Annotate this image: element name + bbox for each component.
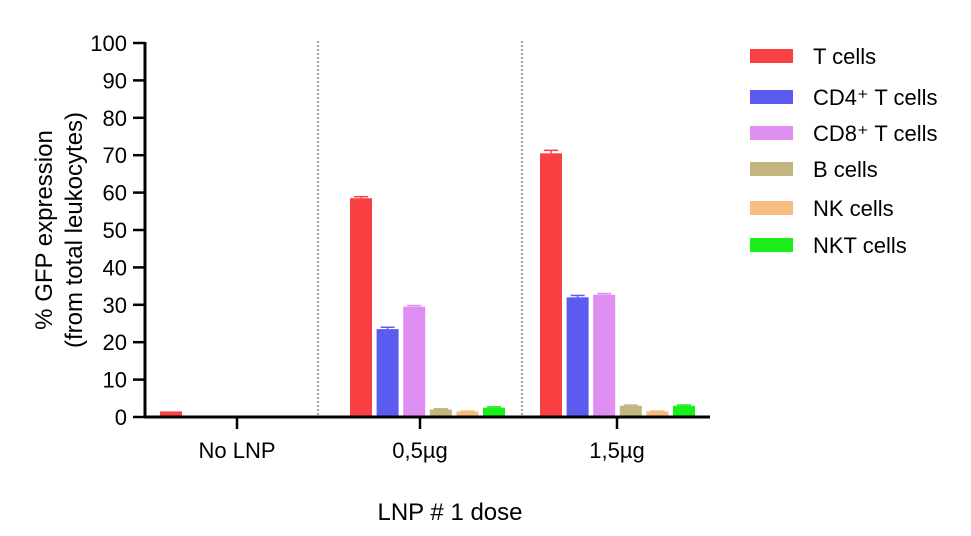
y-tick-label: 20 [103,330,127,355]
bar [593,294,616,417]
bar [403,306,426,417]
y-axis-subtitle: (from total leukocytes) [61,112,88,348]
bar [566,297,589,417]
legend: T cells CD4⁺ T cells CD8⁺ T cells B cells NK… [750,44,938,258]
legend-label: CD4⁺ T cells [813,85,938,110]
bars-layer [160,149,695,417]
legend-label: T cells [813,44,876,69]
y-axis-ticks: 0 10 20 30 40 50 60 70 80 90 100 [90,31,145,430]
legend-swatch [750,126,793,140]
x-axis-ticks: No LNP 0,5µg 1,5µg [198,417,645,463]
group-separators [317,41,523,417]
y-tick-label: 0 [115,405,127,430]
x-tick-label: 0,5µg [392,438,448,463]
y-tick-label: 90 [103,68,127,93]
bar [646,411,669,417]
legend-swatch [750,238,793,252]
y-tick-label: 40 [103,255,127,280]
bar [483,407,505,417]
bar [376,329,399,417]
bar [160,411,182,417]
y-tick-label: 70 [103,143,127,168]
y-axis-title: % GFP expression [31,130,58,330]
axes [143,42,710,419]
y-tick-label: 60 [103,181,127,206]
bar [540,153,562,417]
y-tick-label: 100 [90,31,127,56]
y-tick-label: 10 [103,368,127,393]
x-axis-title: LNP # 1 dose [378,499,523,526]
x-tick-label: 1,5µg [589,438,645,463]
legend-label: B cells [813,157,878,182]
bar [673,405,695,417]
y-tick-label: 80 [103,106,127,131]
y-tick-label: 50 [103,218,127,243]
legend-swatch [750,49,793,63]
legend-label: NKT cells [813,233,907,258]
legend-swatch [750,201,793,215]
x-tick-label: No LNP [198,438,275,463]
bar [429,409,452,417]
bar [456,411,479,417]
legend-swatch [750,162,793,176]
bar [350,198,372,417]
bar [619,405,642,417]
legend-label: CD8⁺ T cells [813,121,938,146]
legend-swatch [750,90,793,104]
legend-label: NK cells [813,196,894,221]
y-tick-label: 30 [103,293,127,318]
